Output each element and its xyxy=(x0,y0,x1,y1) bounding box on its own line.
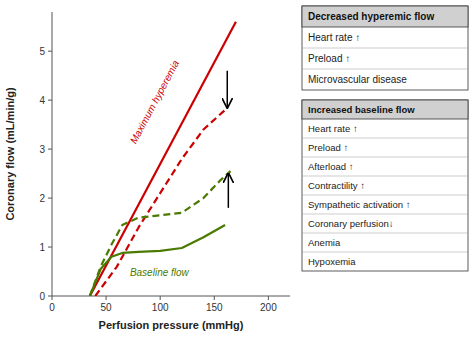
series-line xyxy=(95,110,225,296)
y-tick-label: 0 xyxy=(39,291,45,302)
y-tick-label: 1 xyxy=(39,242,45,253)
chart: 0 50 100 150 200 0 1 2 3 4 5 Perfusion pressure (mm… xyxy=(0,0,474,338)
box xyxy=(302,6,468,90)
x-tick xyxy=(268,296,269,300)
box-item: Heart rate ↑ xyxy=(308,32,360,43)
x-tick-label: 200 xyxy=(260,302,277,313)
y-tick xyxy=(48,198,52,199)
y-tick xyxy=(48,296,52,297)
box-item: Afterload ↑ xyxy=(308,161,353,172)
box xyxy=(302,100,468,271)
box-separator xyxy=(302,157,468,158)
x-tick xyxy=(160,296,161,300)
x-axis-label: Perfusion pressure (mmHg) xyxy=(99,319,244,331)
y-tick xyxy=(48,149,52,150)
box-item: Contractility ↑ xyxy=(308,180,365,191)
y-tick-label: 2 xyxy=(39,193,45,204)
box-header xyxy=(302,100,468,119)
box-item: Preload ↑ xyxy=(308,142,348,153)
series-line xyxy=(90,171,231,296)
box-separator xyxy=(302,252,468,253)
box-separator xyxy=(302,214,468,215)
annotation: Maximum hyperemia xyxy=(128,58,182,145)
arrow xyxy=(228,174,230,208)
box-separator xyxy=(302,176,468,177)
y-axis-label: Coronary flow (mL/min/g) xyxy=(4,87,16,221)
box-title: Increased baseline flow xyxy=(308,104,415,115)
y-tick xyxy=(48,247,52,248)
box-item: Heart rate ↑ xyxy=(308,123,358,134)
y-tick-label: 3 xyxy=(39,144,45,155)
y-tick-label: 5 xyxy=(39,46,45,57)
box-header xyxy=(302,6,468,27)
y-tick-label: 4 xyxy=(39,95,45,106)
plot-area xyxy=(90,22,236,296)
box-item: Coronary perfusion↓ xyxy=(308,218,394,229)
x-tick-label: 0 xyxy=(49,302,55,313)
x-axis xyxy=(52,296,290,297)
y-tick xyxy=(48,51,52,52)
box-item: Anemia xyxy=(308,237,341,248)
series-line xyxy=(90,22,236,296)
box-separator xyxy=(302,69,468,70)
x-tick xyxy=(52,296,53,300)
annotation: Baseline flow xyxy=(130,267,190,278)
y-axis xyxy=(52,12,53,296)
box-item: Sympathetic activation ↑ xyxy=(308,199,410,210)
y-tick xyxy=(48,100,52,101)
box-item: Hypoxemia xyxy=(308,256,356,267)
x-tick xyxy=(106,296,107,300)
arrow xyxy=(227,71,229,108)
box-separator xyxy=(302,48,468,49)
box-item: Preload ↑ xyxy=(308,53,350,64)
box-title: Decreased hyperemic flow xyxy=(308,11,434,22)
x-tick-label: 150 xyxy=(206,302,223,313)
box-item: Microvascular disease xyxy=(308,74,407,85)
box-separator xyxy=(302,195,468,196)
x-tick xyxy=(214,296,215,300)
box-separator xyxy=(302,233,468,234)
series-line xyxy=(90,225,225,296)
box-separator xyxy=(302,138,468,139)
x-tick-label: 50 xyxy=(101,302,113,313)
x-tick-label: 100 xyxy=(152,302,169,313)
